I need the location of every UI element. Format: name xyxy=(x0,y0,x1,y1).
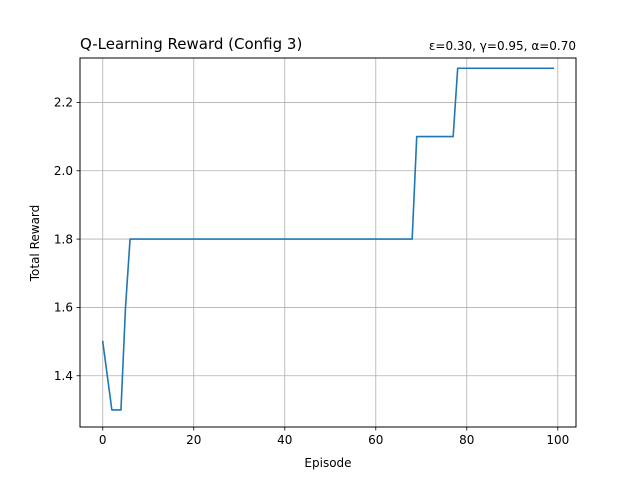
x-tick-label: 40 xyxy=(277,433,292,447)
y-tick-label: 1.6 xyxy=(54,301,73,315)
grid xyxy=(80,58,576,427)
x-tick-label: 0 xyxy=(99,433,107,447)
reward-series-line xyxy=(101,67,555,411)
x-tick-label: 80 xyxy=(459,433,474,447)
y-axis-label: Total Reward xyxy=(28,205,42,283)
y-tick-label: 2.0 xyxy=(54,164,73,178)
x-axis-label: Episode xyxy=(304,456,351,470)
x-tick-label: 100 xyxy=(546,433,569,447)
axes-frame xyxy=(79,57,577,428)
series-layer xyxy=(101,67,555,411)
chart-subtitle: ε=0.30, γ=0.95, α=0.70 xyxy=(429,39,576,53)
x-tick-label: 60 xyxy=(368,433,383,447)
y-tick-label: 2.2 xyxy=(54,96,73,110)
y-axis-ticks: 1.4 1.6 1.8 2.0 2.2 xyxy=(54,96,80,383)
x-tick-label: 20 xyxy=(186,433,201,447)
y-tick-label: 1.4 xyxy=(54,369,73,383)
y-tick-label: 1.8 xyxy=(54,232,73,246)
chart-title: Q-Learning Reward (Config 3) xyxy=(80,35,302,53)
x-axis-ticks: 0 20 40 60 80 100 xyxy=(99,427,569,447)
